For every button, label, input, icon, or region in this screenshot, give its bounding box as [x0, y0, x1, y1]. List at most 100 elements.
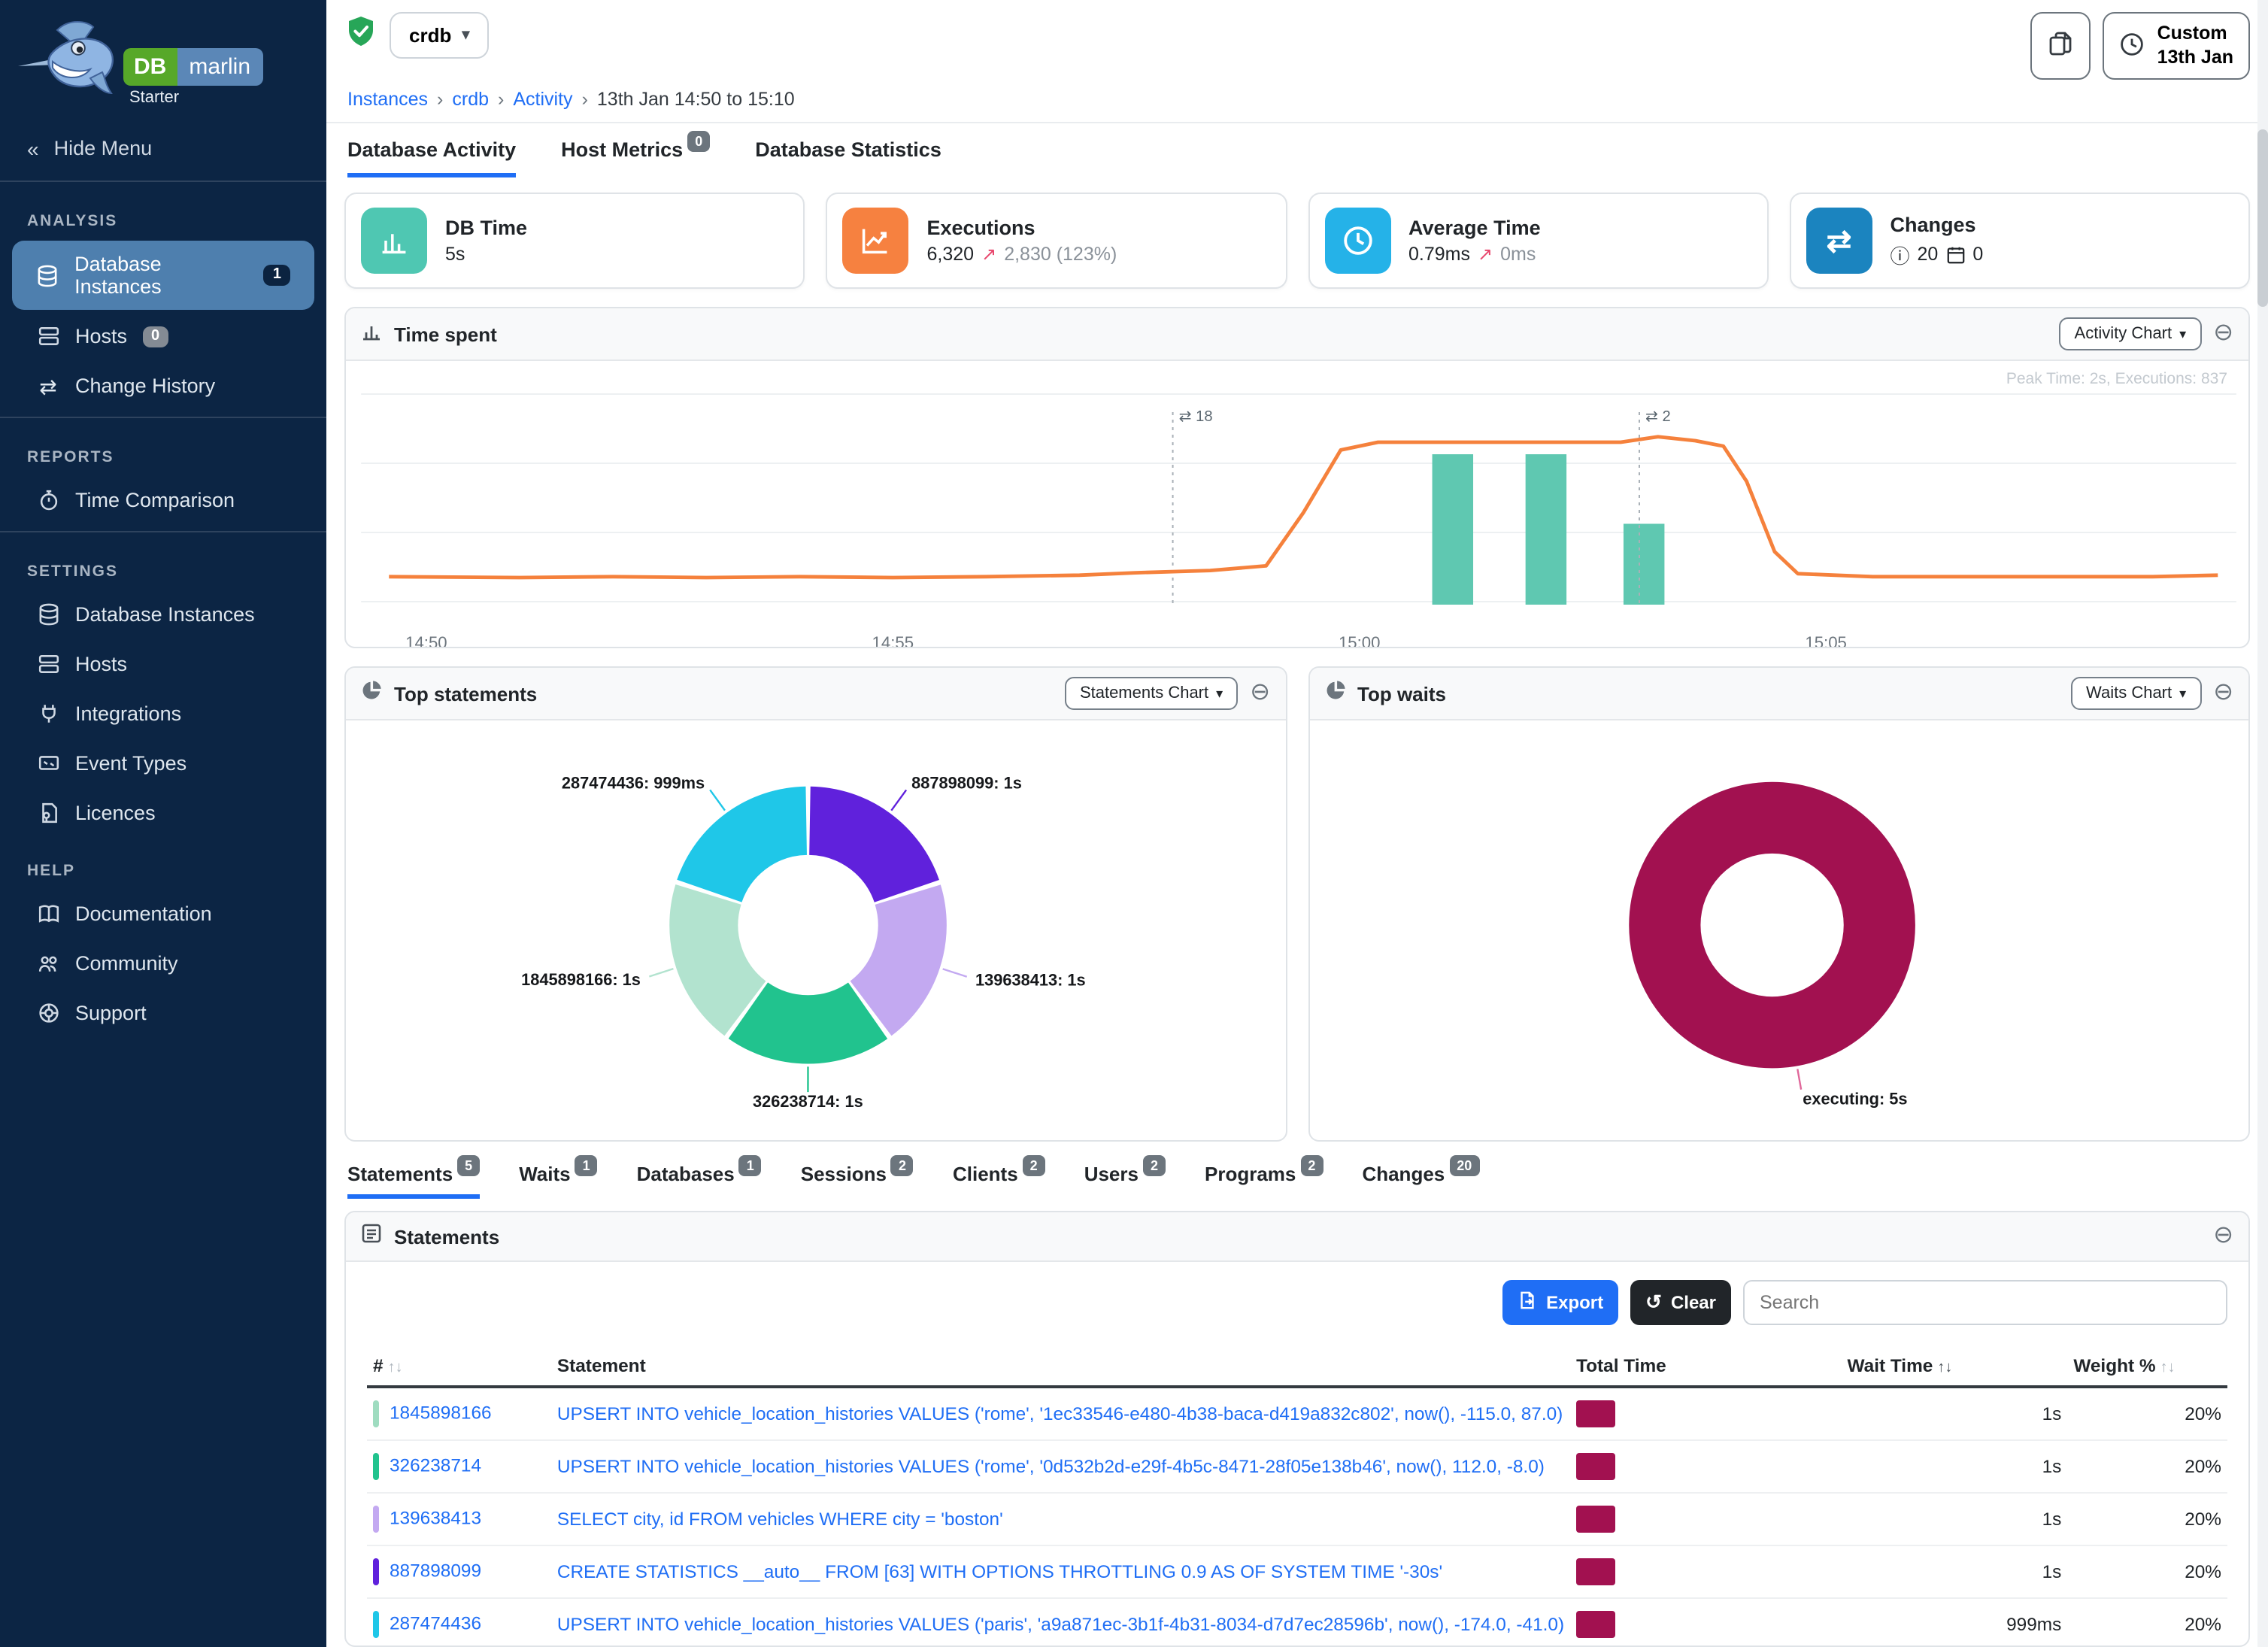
sidebar-item-time-comparison[interactable]: Time Comparison: [12, 477, 314, 523]
tab-label: Database Statistics: [755, 138, 941, 162]
card-value: 6,320: [926, 244, 975, 265]
col-header-total-time[interactable]: Total Time: [1570, 1346, 1842, 1389]
breadcrumb-activity[interactable]: Activity: [513, 89, 573, 111]
card-title: Changes: [1890, 213, 1976, 236]
count-badge: 1: [738, 1155, 762, 1177]
waits-donut-chart: executing: 5s: [1628, 781, 1915, 1108]
panel-title: Top waits: [1357, 682, 1446, 705]
statements-chart-selector[interactable]: Statements Chart ▾: [1064, 677, 1239, 711]
sidebar-item-label: Hosts: [75, 653, 128, 675]
sidebar-item-label: Database Instances: [75, 603, 255, 626]
tab-users[interactable]: Users 2: [1084, 1155, 1166, 1199]
tab-sessions[interactable]: Sessions 2: [800, 1155, 914, 1199]
clear-button[interactable]: ↺ Clear: [1630, 1280, 1731, 1326]
stat-cards: DB Time 5s Executions 6,320 ↗ 2,830 (123…: [344, 193, 2250, 290]
card-changes: ⇄ Changes ⓘ 20 0: [1789, 193, 2250, 290]
sidebar-item-change-history[interactable]: ⇄ Change History: [12, 362, 314, 409]
sidebar-item-documentation[interactable]: Documentation: [12, 890, 314, 937]
sidebar-item-hosts[interactable]: Hosts 0: [12, 313, 314, 359]
sidebar-item-support[interactable]: Support: [12, 990, 314, 1036]
statement-id-link[interactable]: 287474436: [390, 1612, 482, 1634]
tab-label: Waits: [519, 1163, 571, 1186]
col-header-wait-time[interactable]: Wait Time ↑↓: [1841, 1346, 2068, 1389]
breadcrumb-instances[interactable]: Instances: [347, 89, 429, 111]
logo-db-badge: DB: [123, 48, 177, 86]
statement-id-link[interactable]: 887898099: [390, 1560, 482, 1582]
count-badge: 2: [1142, 1155, 1166, 1177]
range-mode: Custom: [2157, 23, 2227, 44]
statement-sql-link[interactable]: UPSERT INTO vehicle_location_histories V…: [556, 1456, 1545, 1478]
sidebar-item-label: Hosts: [75, 325, 128, 347]
activity-chart-selector[interactable]: Activity Chart ▾: [2059, 317, 2202, 351]
tab-databases[interactable]: Databases 1: [637, 1155, 762, 1199]
breadcrumb-crdb[interactable]: crdb: [452, 89, 490, 111]
swap-glyph: ⇄: [1826, 225, 1852, 259]
export-button[interactable]: Export: [1502, 1280, 1619, 1326]
tab-label: Clients: [952, 1163, 1018, 1186]
statement-sql-link[interactable]: UPSERT INTO vehicle_location_histories V…: [556, 1403, 1563, 1425]
waits-chart-selector[interactable]: Waits Chart ▾: [2071, 677, 2202, 711]
statements-panel: Statements ⊖ Export ↺ Clear: [344, 1211, 2250, 1647]
crumb-separator: ›: [437, 89, 444, 111]
undo-icon: ↺: [1645, 1291, 1662, 1314]
tab-statements[interactable]: Statements 5: [347, 1155, 481, 1200]
clear-label: Clear: [1670, 1292, 1716, 1314]
tab-programs[interactable]: Programs 2: [1205, 1155, 1324, 1199]
event-types-icon: [36, 752, 60, 775]
top-waits-panel: Top waits Waits Chart ▾ ⊖ executing: 5s: [1308, 666, 2250, 1142]
collapse-icon[interactable]: ⊖: [2213, 1223, 2233, 1249]
sidebar-item-label: Community: [75, 952, 178, 975]
time-range-button[interactable]: Custom 13th Jan: [2103, 12, 2250, 80]
statement-id-link[interactable]: 139638413: [390, 1507, 482, 1529]
collapse-icon[interactable]: ⊖: [2213, 320, 2233, 347]
panel-title: Time spent: [394, 323, 497, 346]
statement-sql-link[interactable]: SELECT city, id FROM vehicles WHERE city…: [556, 1509, 1003, 1530]
statement-sql-link[interactable]: CREATE STATISTICS __auto__ FROM [63] WIT…: [556, 1561, 1443, 1583]
weight-cell: 20%: [2067, 1439, 2227, 1494]
sidebar-item-licences[interactable]: Licences: [12, 790, 314, 836]
chevron-down-icon: ▾: [462, 27, 470, 44]
col-header-weight[interactable]: Weight % ↑↓: [2067, 1346, 2227, 1389]
scrollbar-thumb[interactable]: [2257, 129, 2268, 307]
tab-host-metrics[interactable]: Host Metrics 0: [561, 131, 711, 178]
export-label: Export: [1546, 1292, 1604, 1314]
wait-time-cell: 999ms: [1841, 1597, 2068, 1646]
count-badge: 20: [1449, 1155, 1480, 1177]
sidebar-item-settings-hosts[interactable]: Hosts: [12, 641, 314, 687]
col-header-statement[interactable]: Statement: [550, 1346, 1571, 1389]
statements-table: # ↑↓ Statement Total Time Wait Time ↑↓ Wei…: [367, 1346, 2227, 1646]
copy-dashboard-button[interactable]: [2030, 12, 2091, 80]
crumb-separator: ›: [498, 89, 505, 111]
table-row: 139638413 SELECT city, id FROM vehicles …: [367, 1492, 2227, 1546]
tab-label: Sessions: [800, 1163, 887, 1186]
sidebar-item-database-instances[interactable]: Database Instances 1: [12, 241, 314, 310]
bar-chart-icon: [361, 320, 382, 349]
sidebar-item-label: Change History: [75, 375, 216, 397]
col-header-id[interactable]: # ↑↓: [367, 1346, 551, 1389]
sidebar-item-event-types[interactable]: Event Types: [12, 740, 314, 787]
hide-menu-button[interactable]: « Hide Menu: [0, 122, 326, 174]
statement-id-link[interactable]: 1845898166: [390, 1402, 492, 1424]
tab-database-statistics[interactable]: Database Statistics: [755, 139, 941, 178]
collapse-icon[interactable]: ⊖: [1250, 680, 1270, 706]
sidebar-item-integrations[interactable]: Integrations: [12, 690, 314, 737]
total-time-bar: [1576, 1453, 1616, 1481]
svg-text:15:05: 15:05: [1805, 634, 1846, 649]
collapse-icon[interactable]: ⊖: [2213, 680, 2233, 706]
tab-clients[interactable]: Clients 2: [952, 1155, 1045, 1199]
event-change-count: 0: [1972, 244, 1984, 265]
sidebar-item-community[interactable]: Community: [12, 940, 314, 987]
instance-selector[interactable]: crdb ▾: [390, 12, 490, 59]
book-icon: [36, 902, 60, 925]
tab-waits[interactable]: Waits 1: [519, 1155, 598, 1199]
tab-database-activity[interactable]: Database Activity: [347, 139, 517, 178]
donut-row: Top statements Statements Chart ▾ ⊖ 8878…: [344, 648, 2250, 1142]
count-badge: 5: [457, 1155, 481, 1177]
sidebar-item-settings-database-instances[interactable]: Database Instances: [12, 591, 314, 638]
statement-sql-link[interactable]: UPSERT INTO vehicle_location_histories V…: [556, 1614, 1565, 1636]
statement-id-link[interactable]: 326238714: [390, 1454, 482, 1476]
page-scrollbar[interactable]: [2257, 0, 2268, 1647]
search-input[interactable]: [1743, 1280, 2227, 1326]
tab-label: Users: [1084, 1163, 1139, 1186]
tab-changes[interactable]: Changes 20: [1362, 1155, 1480, 1199]
